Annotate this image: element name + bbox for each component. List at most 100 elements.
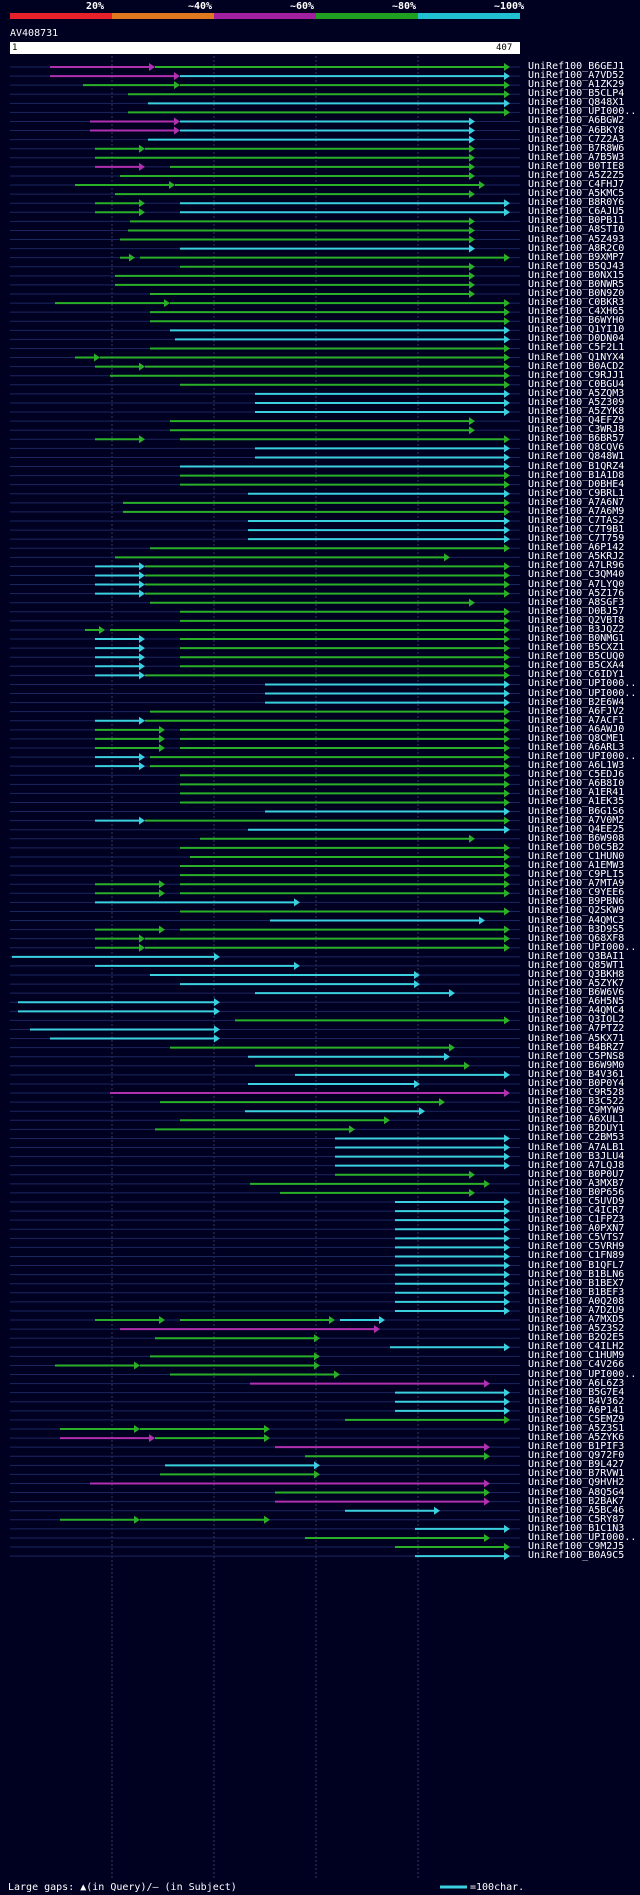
hit-label[interactable]: UniRef100_B0P656 [528,1186,625,1198]
hit-row[interactable] [10,871,520,880]
hit-row[interactable] [10,1016,520,1025]
hit-label[interactable]: UniRef100_B2BAK7 [528,1495,625,1507]
hit-row[interactable] [10,862,520,871]
hit-row[interactable] [10,1143,520,1152]
hit-label[interactable]: UniRef100_C2BM53 [528,1132,625,1144]
hit-row[interactable] [10,671,520,680]
hit-label[interactable]: UniRef100_B9L427 [528,1459,625,1471]
hit-label[interactable]: UniRef100_A7MXD5 [528,1314,625,1326]
hit-label[interactable]: UniRef100_Q2SKW9 [528,905,625,917]
hit-row[interactable] [10,171,520,180]
hit-label[interactable]: UniRef100_C0BGU4 [528,378,625,390]
hit-label[interactable]: UniRef100_B5CLP4 [528,88,625,100]
hit-label[interactable]: UniRef100_B3JLU4 [528,1150,625,1162]
hit-row[interactable] [10,1488,520,1497]
hit-row[interactable] [10,217,520,226]
hit-row[interactable] [10,244,520,253]
hit-row[interactable] [10,81,520,90]
hit-label[interactable]: UniRef100_A1ER41 [528,787,625,799]
hit-label[interactable]: UniRef100_D0BJ57 [528,605,625,617]
hit-row[interactable] [10,444,520,453]
hit-label[interactable]: UniRef100_B9PBN6 [528,896,625,908]
hit-label[interactable]: UniRef100_A7LQJ8 [528,1159,625,1171]
hit-row[interactable] [10,1370,520,1379]
hit-label[interactable]: UniRef100_A6BKY8 [528,124,625,136]
hit-row[interactable] [10,798,520,807]
hit-label[interactable]: UniRef100_B1C1N3 [528,1522,625,1534]
hit-row[interactable] [10,162,520,171]
hit-label[interactable]: UniRef100_B9XMP7 [528,251,625,263]
hit-row[interactable] [10,635,520,644]
hit-row[interactable] [10,1334,520,1343]
hit-row[interactable] [10,1434,520,1443]
hit-row[interactable] [10,1279,520,1288]
hit-label[interactable]: UniRef100_B0P0Y4 [528,1077,625,1089]
hit-label[interactable]: UniRef100_UPI000.. [528,941,637,953]
hit-label[interactable]: UniRef100_A6ARL3 [528,742,625,753]
hit-row[interactable] [10,526,520,535]
hit-row[interactable] [10,63,520,71]
hit-label[interactable]: UniRef100_B2E6W4 [528,696,625,708]
hit-row[interactable] [10,1243,520,1252]
hit-row[interactable] [10,562,520,571]
hit-row[interactable] [10,308,520,317]
hit-label[interactable]: UniRef100_B1QFL7 [528,1259,625,1271]
hit-row[interactable] [10,1533,520,1542]
hit-label[interactable]: UniRef100_A5Z3S2 [528,1323,625,1335]
hit-label[interactable]: UniRef100_A7PTZ2 [528,1023,625,1035]
hit-label[interactable]: UniRef100_A6L6Z3 [528,1377,625,1389]
hit-row[interactable] [10,961,520,970]
hit-label[interactable]: UniRef100_B2O2E5 [528,1332,625,1344]
hit-row[interactable] [10,435,520,444]
hit-label[interactable]: UniRef100_A6L1W3 [528,760,625,772]
hit-label[interactable]: UniRef100_C7T759 [528,533,625,545]
hit-row[interactable] [10,453,520,462]
hit-row[interactable] [10,1470,520,1479]
hit-label[interactable]: UniRef100_A7V0M2 [528,814,625,826]
hit-label[interactable]: UniRef100_A7A6N7 [528,496,625,508]
hit-row[interactable] [10,1261,520,1270]
hit-label[interactable]: UniRef100_A6H5N5 [528,996,625,1008]
hit-row[interactable] [10,290,520,298]
hit-label[interactable]: UniRef100_A8STI0 [528,224,625,236]
hit-label[interactable]: UniRef100_A6P142 [528,542,625,554]
hit-label[interactable]: UniRef100_C4ILH2 [528,1341,625,1353]
hit-label[interactable]: UniRef100_Q9HVH2 [528,1477,625,1489]
hit-row[interactable] [10,880,520,889]
hit-row[interactable] [10,753,520,762]
hit-row[interactable] [10,580,520,589]
hit-label[interactable]: UniRef100_Q3IOL2 [528,1014,625,1026]
hit-label[interactable]: UniRef100_B1BEF3 [528,1286,625,1298]
hit-row[interactable] [10,662,520,671]
hit-row[interactable] [10,1188,520,1197]
hit-label[interactable]: UniRef100_B6GEJ1 [528,61,625,72]
hit-label[interactable]: UniRef100_Q68XF8 [528,932,625,944]
hit-label[interactable]: UniRef100_B3C522 [528,1096,625,1108]
hit-row[interactable] [10,90,520,99]
hit-row[interactable] [10,616,520,625]
hit-row[interactable] [10,925,520,934]
hit-row[interactable] [10,1134,520,1143]
hit-label[interactable]: UniRef100_C9MYW9 [528,1105,625,1117]
hit-row[interactable] [10,1406,520,1415]
hit-label[interactable]: UniRef100_C3QM40 [528,569,625,581]
hit-label[interactable]: UniRef100_C9BRL1 [528,487,625,499]
hit-row[interactable] [10,998,520,1007]
hit-row[interactable] [10,1443,520,1452]
hit-row[interactable] [10,825,520,834]
hit-label[interactable]: UniRef100_Q1YI10 [528,324,625,336]
hit-label[interactable]: UniRef100_C6IDY1 [528,669,625,681]
hit-row[interactable] [10,353,520,362]
hit-label[interactable]: UniRef100_UPI000.. [528,687,637,699]
hit-row[interactable] [10,344,520,353]
hit-label[interactable]: UniRef100_C7TAS2 [528,515,625,526]
hit-row[interactable] [10,1515,520,1524]
hit-label[interactable]: UniRef100_C6AJU5 [528,206,625,218]
hit-label[interactable]: UniRef100_C9M2J5 [528,1541,625,1553]
hit-row[interactable] [10,262,520,271]
hit-label[interactable]: UniRef100_B1PIF3 [528,1441,625,1453]
hit-row[interactable] [10,989,520,998]
hit-row[interactable] [10,498,520,507]
hit-row[interactable] [10,780,520,789]
hit-label[interactable]: UniRef100_B3D9S5 [528,923,625,935]
